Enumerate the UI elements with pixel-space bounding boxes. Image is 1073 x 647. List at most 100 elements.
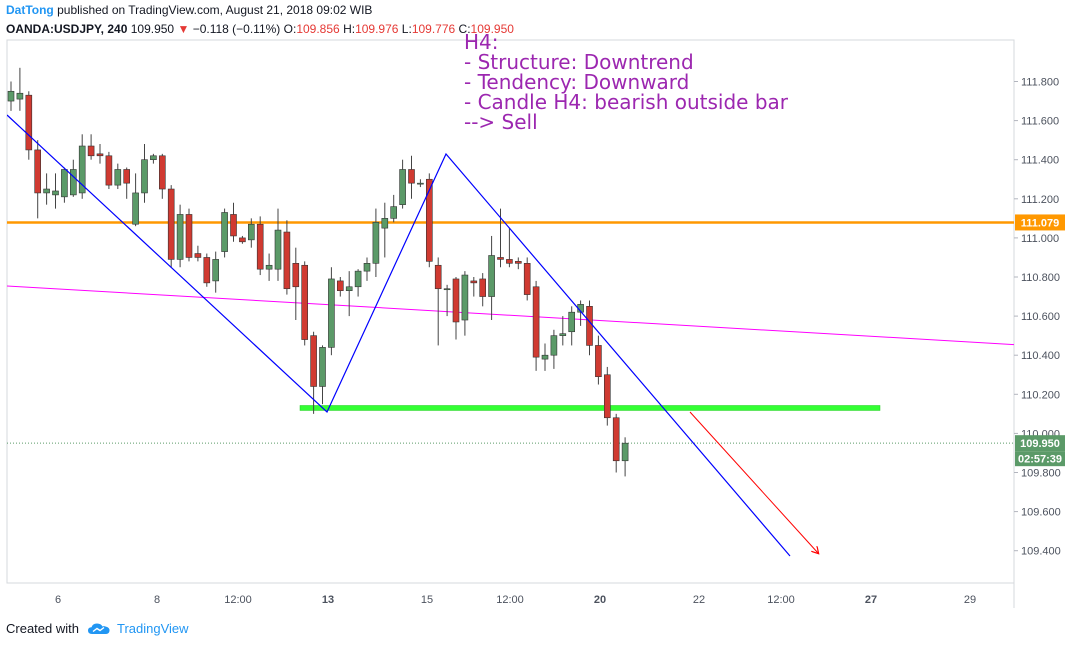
candle-body [595,345,602,378]
candle [87,134,95,160]
candle-body [310,335,317,387]
candle [381,202,389,258]
low-value: 109.776 [411,22,456,36]
candle-body [550,335,558,356]
candle-body [150,155,157,160]
support-zone [299,405,881,411]
candle-body [248,223,255,241]
candle [34,140,42,219]
candle [488,235,495,321]
candle [301,261,309,346]
candle-body [621,442,629,462]
candle [150,153,157,164]
candle-body [381,218,389,229]
candle-body [239,237,246,243]
last-price: 109.950 [130,22,175,36]
candle [70,159,77,197]
y-tick-label: 110.200 [1021,389,1060,401]
tradingview-logo[interactable]: TradingView [87,621,189,636]
candle [212,251,219,293]
candle [141,144,148,203]
candle-body [568,311,576,333]
candle-body [603,374,611,419]
annotation-line: - Structure: Downtrend [464,50,694,74]
candle-body [70,169,77,196]
candle [541,343,549,371]
candle-body [301,264,309,340]
x-tick-label: 22 [693,594,705,606]
x-tick-label: 15 [421,594,433,606]
candle-body [497,257,504,260]
candle [408,155,415,199]
candle-body [194,253,202,258]
candle-body [132,192,139,225]
candle-body [167,188,175,260]
candle-body [345,286,353,291]
candle-body [372,221,380,264]
x-tick-label: 20 [594,594,606,606]
annotation-line: - Candle H4: bearish outside bar [464,90,789,114]
open-label: O: [283,22,297,36]
candle [621,437,629,477]
candle [506,228,513,268]
candle [612,413,620,473]
candle-body [336,280,344,291]
candle [336,277,344,297]
candle-body [123,169,130,184]
candle-body [141,159,148,194]
y-tick-label: 111.400 [1021,155,1059,167]
cloud-icon [87,623,110,634]
created-with-label: Created with [6,621,79,636]
candle-body [7,90,15,102]
candle [167,185,175,268]
x-tick-label: 29 [964,594,976,606]
candle [328,267,335,356]
candle [159,153,166,199]
candle-body [541,354,549,360]
candle [114,163,122,190]
resistance-price-tag: 111.079 [1021,217,1060,229]
candle [194,245,202,262]
candle-body [470,280,478,284]
candle [532,280,540,371]
candle [248,218,255,248]
bar-countdown-tag: 02:57:39 [1018,454,1062,466]
candle-body [16,92,24,100]
close-label: C: [458,22,471,36]
candle [43,173,50,205]
candle-body [408,169,415,184]
candle-body [354,270,362,288]
candle [461,271,469,336]
high-label: H: [343,22,356,36]
x-tick-label: 12:00 [224,594,252,606]
candle [470,277,478,297]
candle-body [532,286,540,358]
low-label: L: [401,22,412,36]
candle [443,284,451,317]
candle-body [96,153,104,157]
candle [7,81,15,111]
candle [417,179,424,188]
candle [25,91,33,160]
candle-body [265,264,273,270]
candle-body [443,288,451,291]
candle [52,173,59,209]
footer: Created with TradingView [6,621,189,636]
author-link[interactable]: DatTong [6,3,54,17]
y-tick-label: 111.600 [1021,116,1059,128]
x-tick-label: 27 [865,594,877,606]
candle [265,253,273,281]
x-tick-label: 6 [55,594,61,606]
candle [345,271,353,317]
candle [132,173,139,227]
candle-body [105,155,113,186]
y-tick-label: 110.800 [1021,272,1060,284]
projection-arrow [689,411,818,553]
candle-body [399,169,406,205]
candle [603,366,611,426]
candle-body [203,257,211,284]
sloped-trendline [7,285,1014,346]
candle [185,208,193,262]
candle [595,335,602,385]
